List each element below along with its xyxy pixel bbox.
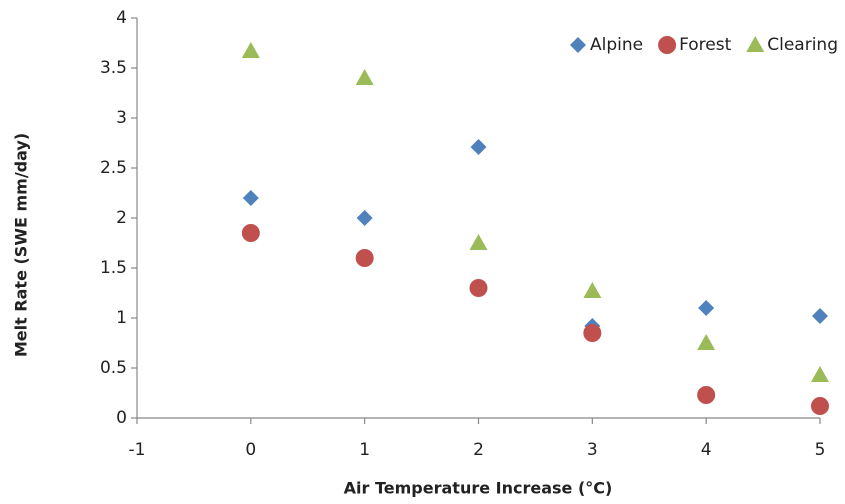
- x-tick-label: 2: [473, 440, 484, 460]
- triangle-marker: [811, 366, 829, 382]
- y-tick-label: 2: [116, 208, 127, 228]
- y-tick-label: 3: [116, 108, 127, 128]
- triangle-marker: [697, 334, 716, 350]
- circle-marker: [469, 279, 488, 297]
- legend-marker: [658, 36, 677, 54]
- x-tick-label: -1: [129, 440, 146, 460]
- diamond-marker: [356, 210, 373, 226]
- y-tick-label: 1: [116, 308, 127, 328]
- legend-label: Alpine: [590, 35, 643, 55]
- triangle-marker: [355, 69, 374, 85]
- diamond-marker: [242, 190, 259, 206]
- circle-marker: [697, 386, 716, 404]
- diamond-marker: [470, 139, 487, 155]
- y-tick-label: 4: [116, 8, 127, 28]
- diamond-marker: [698, 300, 715, 316]
- circle-marker: [811, 397, 829, 415]
- legend-label: Clearing: [767, 35, 838, 55]
- triangle-marker: [469, 234, 488, 250]
- x-axis-title: Air Temperature Increase (°C): [344, 479, 613, 498]
- x-tick-label: 3: [587, 440, 598, 460]
- y-tick-label: 2.5: [100, 158, 127, 178]
- diamond-marker: [812, 308, 828, 324]
- circle-marker: [241, 224, 260, 242]
- legend-marker: [569, 37, 586, 53]
- x-tick-label: 0: [245, 440, 256, 460]
- x-tick-label: 1: [359, 440, 370, 460]
- triangle-marker: [241, 42, 260, 58]
- y-tick-label: 0: [116, 408, 127, 428]
- triangle-marker: [583, 282, 602, 298]
- y-axis-title: Melt Rate (SWE mm/day): [12, 133, 31, 357]
- x-tick-label: 4: [701, 440, 712, 460]
- y-tick-label: 1.5: [100, 258, 127, 278]
- legend-label: Forest: [679, 35, 732, 55]
- circle-marker: [355, 249, 374, 267]
- circle-marker: [583, 324, 602, 342]
- legend-marker: [746, 36, 765, 52]
- y-tick-label: 0.5: [100, 358, 127, 378]
- y-tick-label: 3.5: [100, 58, 127, 78]
- x-tick-label: 5: [815, 440, 826, 460]
